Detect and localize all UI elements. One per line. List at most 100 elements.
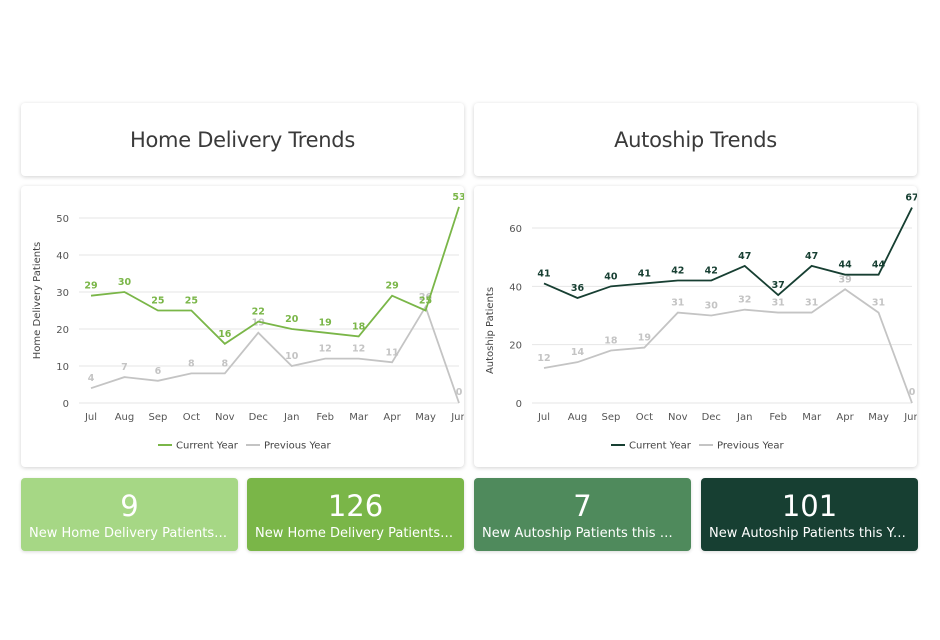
y-axis-label: Autoship Patients bbox=[485, 287, 496, 374]
x-tick-label: Oct bbox=[636, 412, 653, 423]
data-label: 11 bbox=[385, 347, 398, 358]
x-tick-label: Jun bbox=[903, 412, 917, 423]
data-label: 12 bbox=[319, 344, 332, 355]
x-tick-label: Dec bbox=[249, 412, 268, 423]
data-label: 18 bbox=[604, 336, 618, 347]
y-tick-label: 0 bbox=[63, 399, 69, 410]
series-line-previous bbox=[90, 304, 460, 404]
data-label: 32 bbox=[738, 295, 751, 306]
data-label: 19 bbox=[252, 318, 265, 329]
data-label: 19 bbox=[638, 333, 651, 344]
data-label: 39 bbox=[838, 274, 851, 285]
home-delivery-chart-card: 0 10 20 30 40 50 Jul Aug Sep Oct Nov Dec Jan Feb Mar Ap… bbox=[21, 186, 464, 467]
autoship-chart-card: 0 20 40 60 Jul Aug Sep Oct Nov Dec Jan Feb Mar Apr May… bbox=[474, 186, 917, 467]
y-tick-label: 20 bbox=[509, 341, 522, 352]
data-label: 42 bbox=[671, 266, 684, 277]
data-label: 8 bbox=[222, 358, 229, 369]
kpi-home-delivery-month[interactable]: 9 New Home Delivery Patients th... bbox=[21, 478, 238, 551]
data-label: 31 bbox=[872, 298, 885, 309]
kpi-autoship-month[interactable]: 7 New Autoship Patients this Mo... bbox=[474, 478, 691, 551]
data-label: 31 bbox=[772, 298, 785, 309]
data-label: 37 bbox=[772, 280, 785, 291]
x-tick-label: Jul bbox=[537, 412, 550, 423]
data-label: 25 bbox=[151, 296, 164, 307]
data-label: 44 bbox=[872, 260, 886, 271]
data-label: 44 bbox=[838, 260, 852, 271]
data-label: 29 bbox=[84, 281, 97, 292]
kpi-value: 101 bbox=[781, 489, 838, 523]
data-label: 20 bbox=[285, 314, 299, 325]
legend-label: Current Year bbox=[629, 441, 692, 452]
y-tick-label: 50 bbox=[56, 214, 69, 225]
y-tick-label: 10 bbox=[56, 362, 69, 373]
data-label: 0 bbox=[456, 387, 463, 398]
data-label: 4 bbox=[88, 373, 95, 384]
data-label: 6 bbox=[155, 366, 162, 377]
data-label: 16 bbox=[218, 329, 232, 340]
legend-label: Previous Year bbox=[264, 441, 332, 452]
kpi-value: 7 bbox=[573, 489, 592, 523]
data-label: 47 bbox=[738, 251, 751, 262]
data-label: 10 bbox=[285, 351, 299, 362]
x-tick-label: Sep bbox=[601, 412, 620, 423]
data-label: 31 bbox=[671, 298, 684, 309]
y-tick-label: 40 bbox=[56, 251, 69, 262]
data-label: 30 bbox=[118, 277, 132, 288]
x-tick-label: Mar bbox=[349, 412, 369, 423]
x-tick-label: Aug bbox=[568, 412, 588, 423]
data-label: 67 bbox=[905, 193, 917, 204]
kpi-label: New Home Delivery Patients th... bbox=[255, 526, 464, 541]
data-label: 22 bbox=[252, 307, 265, 318]
legend-label: Previous Year bbox=[717, 441, 785, 452]
x-tick-label: Oct bbox=[183, 412, 200, 423]
y-tick-label: 30 bbox=[56, 288, 69, 299]
data-label: 53 bbox=[452, 192, 464, 203]
autoship-chart: 0 20 40 60 Jul Aug Sep Oct Nov Dec Jan Feb Mar Apr May… bbox=[485, 193, 917, 452]
kpi-value: 126 bbox=[327, 489, 384, 523]
x-tick-label: Jan bbox=[283, 412, 299, 423]
x-tick-label: Jul bbox=[84, 412, 97, 423]
autoship-title-card: Autoship Trends bbox=[474, 103, 917, 176]
data-label: 31 bbox=[805, 298, 818, 309]
x-tick-label: Sep bbox=[148, 412, 167, 423]
series-line-current bbox=[543, 207, 913, 299]
x-tick-label: Jan bbox=[736, 412, 752, 423]
x-tick-label: May bbox=[415, 412, 436, 423]
x-tick-label: Jun bbox=[450, 412, 464, 423]
data-label: 7 bbox=[121, 362, 128, 373]
y-tick-label: 0 bbox=[516, 399, 522, 410]
x-tick-label: Dec bbox=[702, 412, 721, 423]
data-label: 12 bbox=[537, 353, 550, 364]
y-tick-label: 40 bbox=[509, 282, 522, 293]
data-label: 19 bbox=[319, 318, 332, 329]
x-tick-label: Apr bbox=[836, 412, 854, 423]
kpi-home-delivery-year[interactable]: 126 New Home Delivery Patients th... bbox=[247, 478, 464, 551]
x-tick-label: Aug bbox=[115, 412, 135, 423]
data-label: 8 bbox=[188, 358, 195, 369]
data-label: 29 bbox=[385, 281, 398, 292]
home-delivery-title-card: Home Delivery Trends bbox=[21, 103, 464, 176]
home-delivery-title: Home Delivery Trends bbox=[130, 127, 355, 152]
y-tick-label: 60 bbox=[509, 224, 522, 235]
series-line-current bbox=[90, 206, 460, 345]
x-tick-label: Feb bbox=[316, 412, 334, 423]
data-label: 36 bbox=[571, 283, 585, 294]
x-tick-label: Feb bbox=[769, 412, 787, 423]
kpi-autoship-year[interactable]: 101 New Autoship Patients this Year bbox=[701, 478, 918, 551]
y-axis-label: Home Delivery Patients bbox=[32, 242, 43, 359]
data-label: 25 bbox=[419, 296, 432, 307]
legend-label: Current Year bbox=[176, 441, 239, 452]
data-label: 42 bbox=[705, 266, 718, 277]
x-tick-label: Nov bbox=[668, 412, 688, 423]
data-label: 18 bbox=[352, 321, 366, 332]
data-label: 12 bbox=[352, 344, 365, 355]
data-label: 30 bbox=[705, 301, 719, 312]
x-tick-label: May bbox=[868, 412, 889, 423]
data-label: 25 bbox=[185, 296, 198, 307]
data-label: 14 bbox=[571, 347, 585, 358]
data-label: 0 bbox=[909, 387, 916, 398]
data-label: 47 bbox=[805, 251, 818, 262]
x-tick-label: Mar bbox=[802, 412, 822, 423]
data-label: 41 bbox=[537, 268, 550, 279]
